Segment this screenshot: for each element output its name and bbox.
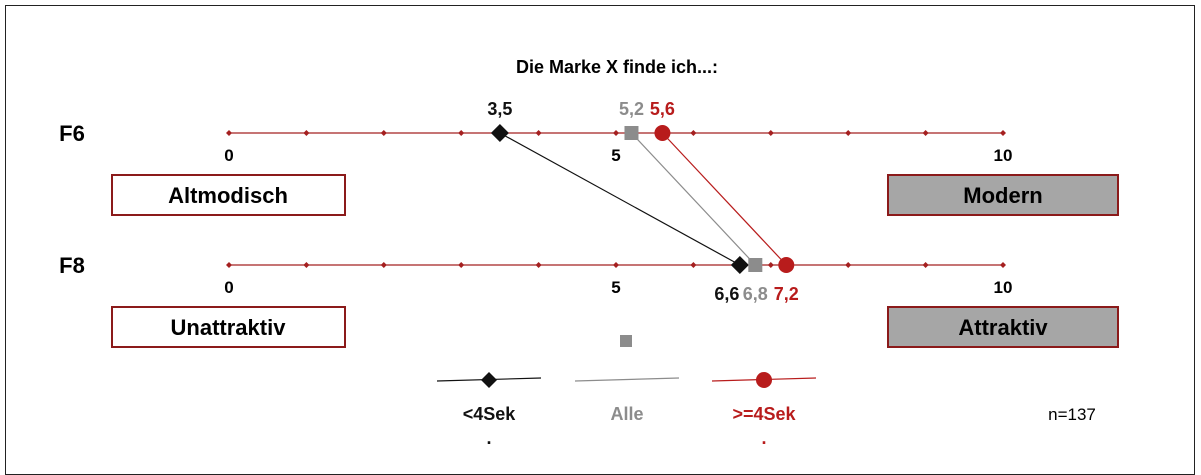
legend-marker-gte4sek	[756, 372, 772, 388]
tick-f8-6	[690, 262, 697, 268]
tick-label-f6-0: 0	[224, 146, 233, 165]
connector-alle	[631, 132, 756, 266]
point-gte4sek-f6	[654, 125, 671, 141]
sample-size-note: n=137	[1048, 405, 1096, 424]
value-label-gte4sek-f8: 7,2	[774, 284, 799, 304]
pole-left-box-f8	[111, 306, 346, 348]
tick-f6-1	[303, 130, 310, 136]
point-gte4sek-f8	[778, 257, 795, 273]
tick-label-f8-10: 10	[994, 278, 1013, 297]
legend-extra-square-marker	[620, 335, 632, 347]
pole-left-label-f6: Altmodisch	[168, 183, 288, 208]
tick-f8-4	[535, 262, 542, 268]
pole-left-box-f6	[111, 174, 346, 216]
tick-f6-10	[1000, 130, 1006, 136]
tick-f6-4	[535, 130, 542, 136]
connector-gte4sek	[662, 132, 787, 266]
value-label-alle-f8: 6,8	[743, 284, 768, 304]
point-alle-f8	[748, 258, 763, 272]
tick-f8-0	[226, 262, 232, 268]
pole-left-label-f8: Unattraktiv	[171, 315, 287, 340]
pole-right-box-f8	[887, 306, 1119, 348]
row-label-f8: F8	[59, 253, 85, 278]
tick-label-f8-5: 5	[611, 278, 620, 297]
value-label-lt4sek-f6: 3,5	[487, 99, 512, 119]
tick-f8-8	[845, 262, 852, 268]
tick-f8-3	[458, 262, 465, 268]
legend-label-alle: Alle	[610, 404, 643, 424]
chart-title: Die Marke X finde ich...:	[516, 57, 718, 77]
row-label-f6: F6	[59, 121, 85, 146]
tick-f6-6	[690, 130, 697, 136]
tick-f8-10	[1000, 262, 1006, 268]
legend-label-lt4sek: <4Sek	[463, 404, 517, 424]
tick-label-f6-5: 5	[611, 146, 620, 165]
pole-right-label-f6: Modern	[963, 183, 1042, 208]
connector-lt4sek	[499, 132, 741, 266]
tick-f8-1	[303, 262, 310, 268]
legend-suffix-lt4sek: .	[486, 428, 491, 448]
tick-f6-3	[458, 130, 465, 136]
tick-f8-5	[613, 262, 619, 268]
tick-f6-2	[380, 130, 387, 136]
tick-label-f6-10: 10	[994, 146, 1013, 165]
point-lt4sek-f8	[730, 256, 749, 274]
tick-f8-9	[922, 262, 929, 268]
legend-line-alle	[574, 377, 680, 382]
pole-right-label-f8: Attraktiv	[958, 315, 1048, 340]
tick-label-f8-0: 0	[224, 278, 233, 297]
tick-f6-8	[845, 130, 852, 136]
legend-marker-lt4sek	[481, 372, 497, 388]
value-label-alle-f6: 5,2	[619, 99, 644, 119]
pole-right-box-f6	[887, 174, 1119, 216]
tick-f6-5	[613, 130, 619, 136]
tick-f6-0	[226, 130, 232, 136]
tick-f8-7	[767, 262, 774, 268]
tick-f8-2	[380, 262, 387, 268]
legend-suffix-gte4sek: .	[761, 428, 766, 448]
value-label-lt4sek-f8: 6,6	[714, 284, 739, 304]
point-lt4sek-f6	[490, 124, 509, 142]
legend-label-gte4sek: >=4Sek	[732, 404, 796, 424]
tick-f6-9	[922, 130, 929, 136]
point-alle-f6	[624, 126, 639, 140]
value-label-gte4sek-f6: 5,6	[650, 99, 675, 119]
tick-f6-7	[767, 130, 774, 136]
